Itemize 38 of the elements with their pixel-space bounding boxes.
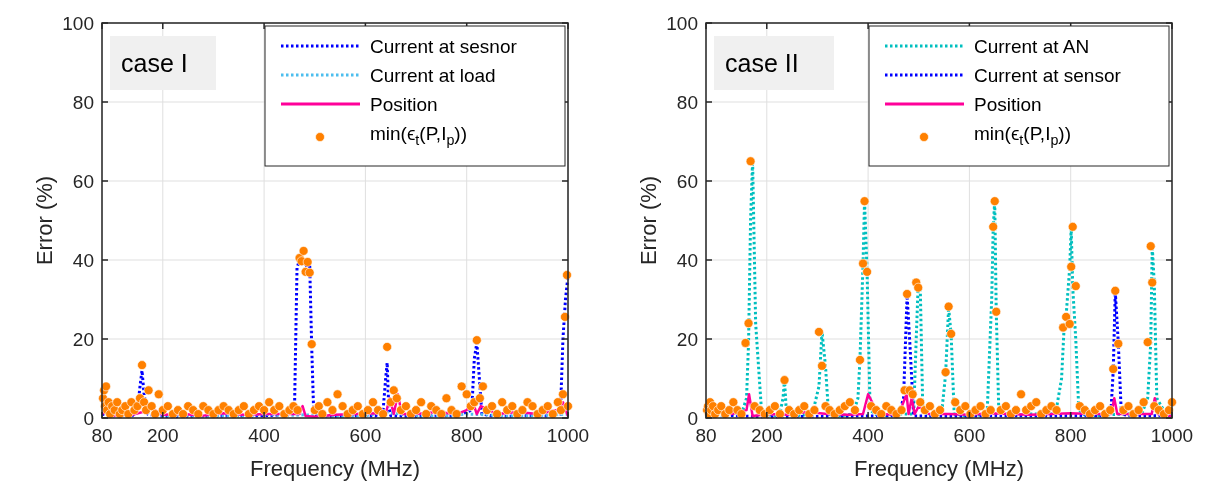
annotation: case I	[121, 49, 188, 77]
x-tick-label: 400	[248, 425, 280, 446]
legend-label: Current at sesnor	[370, 36, 518, 57]
annotation: case II	[725, 49, 799, 77]
x-axis-title: Frequency (MHz)	[250, 456, 420, 481]
y-tick-label: 40	[676, 250, 698, 271]
legend-label: min(ϵ$_{t}$(P,I$_{p}$))	[370, 123, 468, 148]
x-tick-label: 800	[450, 425, 483, 446]
y-tick-label: 100	[62, 13, 94, 34]
y-tick-label: 80	[676, 92, 698, 113]
legend-label: Current at AN	[974, 36, 1090, 57]
y-tick-label: 0	[83, 408, 94, 429]
x-tick-label: 80	[695, 425, 717, 446]
x-axis-title: Frequency (MHz)	[854, 456, 1024, 481]
legend-label: Position	[974, 94, 1042, 115]
y-tick-label: 40	[72, 250, 94, 271]
y-tick-label: 60	[676, 171, 698, 192]
y-axis-title: Error (%)	[32, 175, 57, 266]
x-tick-label: 1000	[1150, 425, 1194, 446]
x-tick-label: 80	[91, 425, 113, 446]
x-tick-label: 200	[750, 425, 783, 446]
x-tick-label: 800	[1054, 425, 1087, 446]
legend-label: Current at load	[370, 65, 496, 86]
x-tick-label: 1000	[546, 425, 590, 446]
x-tick-label: 600	[953, 425, 986, 446]
legend-label: Current at sensor	[974, 65, 1122, 86]
y-tick-label: 100	[666, 13, 698, 34]
x-tick-label: 200	[146, 425, 179, 446]
y-axis-title: Error (%)	[636, 175, 661, 266]
x-tick-label: 600	[349, 425, 382, 446]
y-tick-label: 20	[72, 329, 94, 350]
y-tick-label: 20	[676, 329, 698, 350]
legend-label: Position	[370, 94, 438, 115]
y-tick-label: 80	[72, 92, 94, 113]
y-tick-label: 0	[687, 408, 698, 429]
x-tick-label: 400	[852, 425, 884, 446]
y-tick-label: 60	[72, 171, 94, 192]
legend-label: min(ϵ$_{t}$(P,I$_{p}$))	[974, 123, 1072, 148]
